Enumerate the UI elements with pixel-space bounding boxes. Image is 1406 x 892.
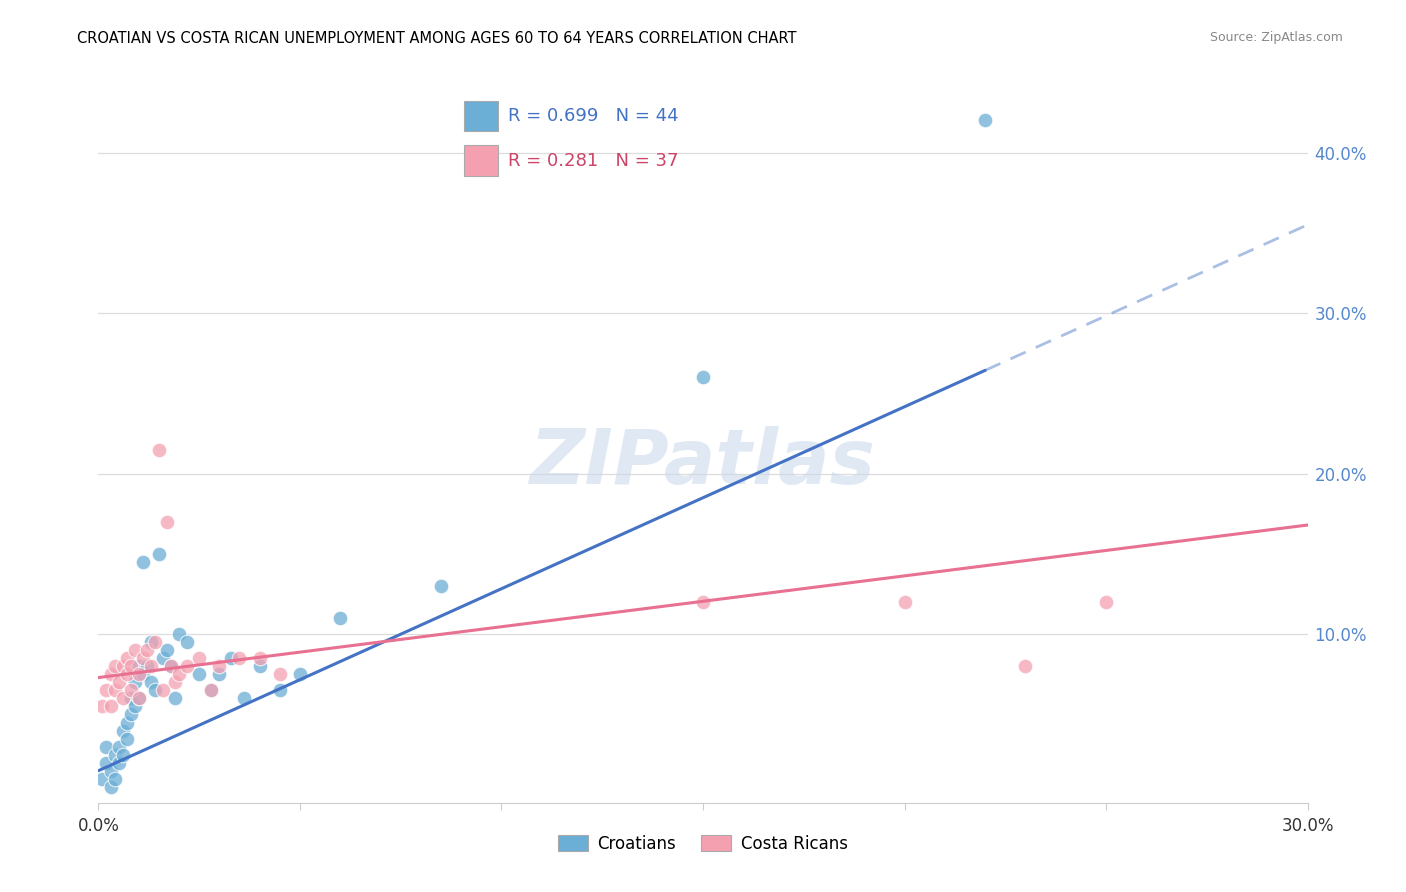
Point — [128, 691, 150, 706]
Point — [329, 611, 352, 625]
Point — [96, 756, 118, 770]
Point — [124, 643, 146, 657]
Point — [100, 667, 122, 681]
Point — [120, 659, 142, 673]
Point — [176, 635, 198, 649]
Point — [132, 555, 155, 569]
Point — [692, 595, 714, 609]
Point — [120, 691, 142, 706]
Point — [167, 627, 190, 641]
Point — [160, 659, 183, 673]
Point — [111, 659, 134, 673]
Point — [188, 667, 211, 681]
Point — [100, 780, 122, 794]
Point — [107, 675, 129, 690]
Point — [115, 667, 138, 681]
Point — [128, 659, 150, 673]
Point — [132, 651, 155, 665]
Point — [188, 651, 211, 665]
Point — [103, 683, 125, 698]
Point — [124, 699, 146, 714]
Point — [221, 651, 243, 665]
Point — [96, 739, 118, 754]
Point — [128, 667, 150, 681]
Point — [143, 635, 166, 649]
Point — [208, 659, 231, 673]
Point — [103, 659, 125, 673]
Text: ZIPatlas: ZIPatlas — [530, 426, 876, 500]
Point — [91, 772, 114, 786]
Point — [163, 691, 186, 706]
Point — [120, 707, 142, 722]
Point — [288, 667, 311, 681]
Point — [135, 659, 157, 673]
Point — [1014, 659, 1036, 673]
Point — [152, 651, 174, 665]
Point — [148, 442, 170, 457]
Point — [115, 731, 138, 746]
Point — [692, 370, 714, 384]
Point — [139, 675, 162, 690]
Point — [163, 675, 186, 690]
Point — [135, 643, 157, 657]
Point — [1095, 595, 1118, 609]
Point — [115, 715, 138, 730]
Text: Source: ZipAtlas.com: Source: ZipAtlas.com — [1209, 31, 1343, 45]
Point — [111, 723, 134, 738]
Point — [152, 683, 174, 698]
Point — [115, 651, 138, 665]
Point — [132, 667, 155, 681]
Point — [111, 747, 134, 762]
Point — [160, 659, 183, 673]
Point — [208, 667, 231, 681]
Point — [107, 739, 129, 754]
Point — [200, 683, 222, 698]
Point — [249, 651, 271, 665]
Point — [107, 756, 129, 770]
Point — [103, 772, 125, 786]
Point — [430, 579, 453, 593]
Point — [128, 691, 150, 706]
Point — [124, 675, 146, 690]
Point — [200, 683, 222, 698]
Point — [232, 691, 254, 706]
Point — [148, 547, 170, 561]
Legend: Croatians, Costa Ricans: Croatians, Costa Ricans — [551, 828, 855, 860]
Point — [96, 683, 118, 698]
Point — [120, 683, 142, 698]
Point — [167, 667, 190, 681]
Point — [91, 699, 114, 714]
Point — [156, 643, 179, 657]
Point — [100, 699, 122, 714]
Point — [100, 764, 122, 778]
Point — [176, 659, 198, 673]
Point — [156, 515, 179, 529]
Point — [269, 667, 291, 681]
Point — [139, 635, 162, 649]
Point — [269, 683, 291, 698]
Point — [103, 747, 125, 762]
Point — [139, 659, 162, 673]
Text: CROATIAN VS COSTA RICAN UNEMPLOYMENT AMONG AGES 60 TO 64 YEARS CORRELATION CHART: CROATIAN VS COSTA RICAN UNEMPLOYMENT AMO… — [77, 31, 797, 46]
Point — [974, 113, 997, 128]
Point — [249, 659, 271, 673]
Point — [111, 691, 134, 706]
Point — [143, 683, 166, 698]
Point — [228, 651, 250, 665]
Point — [893, 595, 915, 609]
